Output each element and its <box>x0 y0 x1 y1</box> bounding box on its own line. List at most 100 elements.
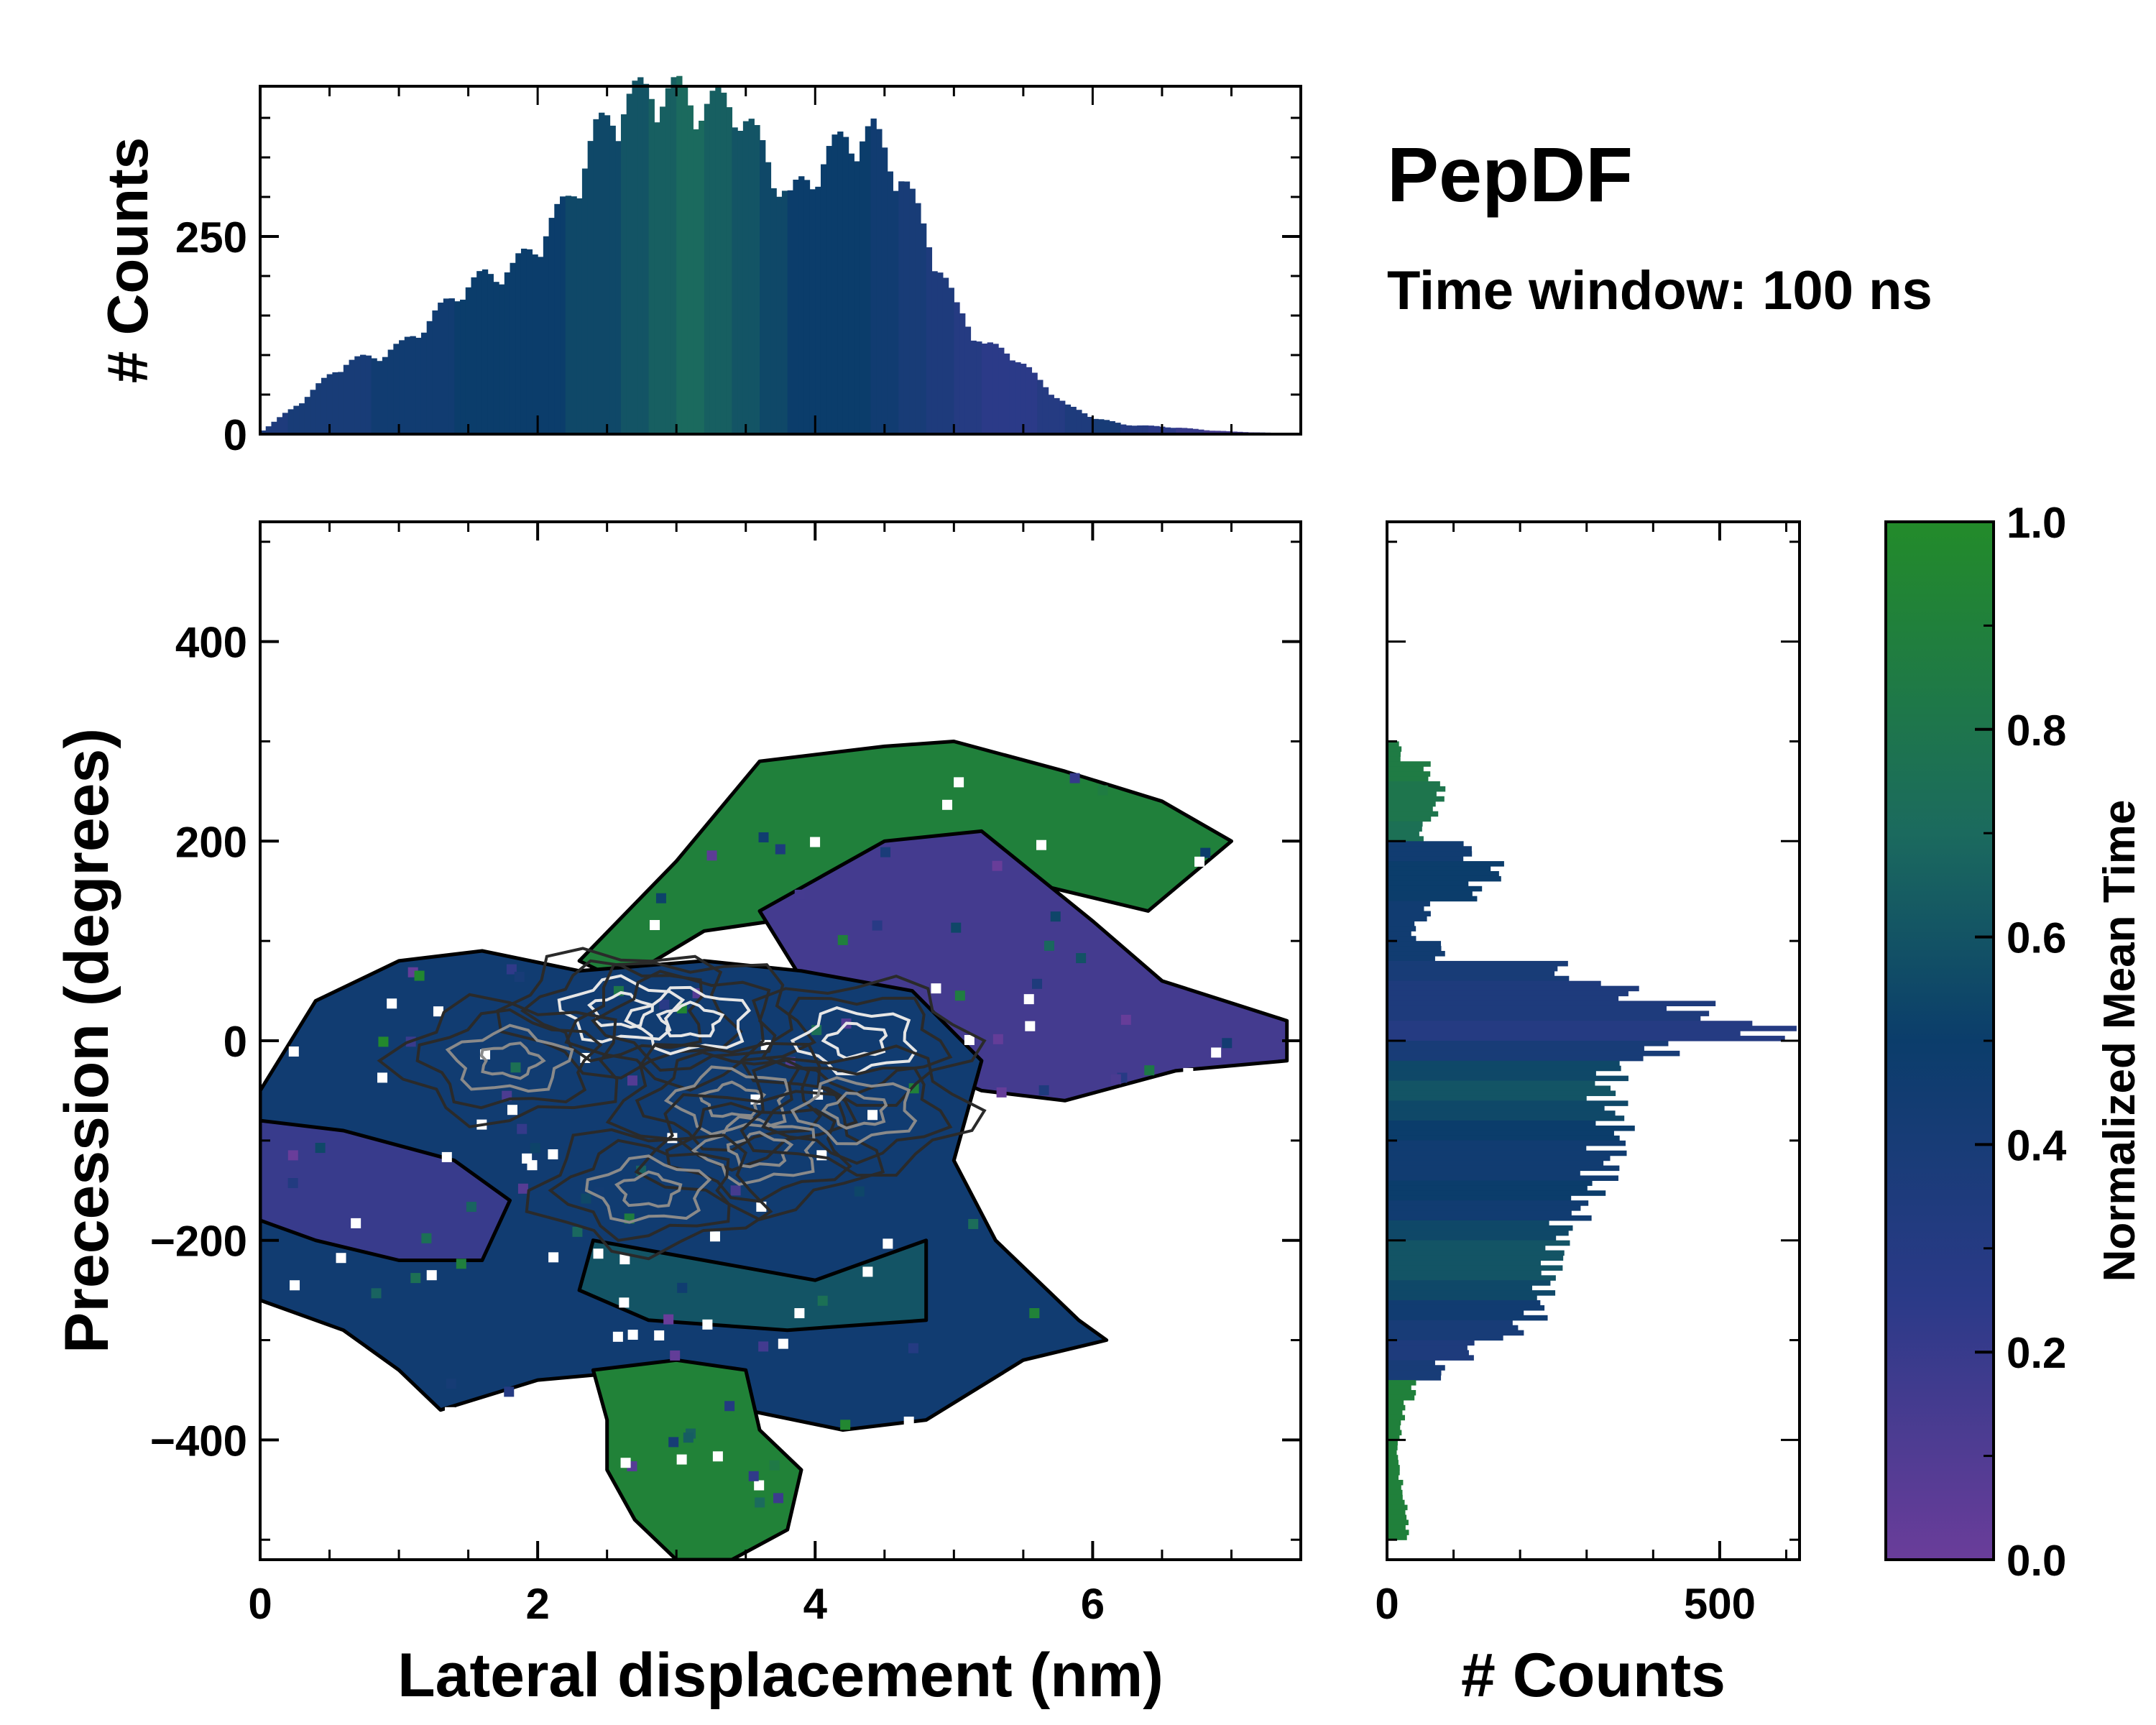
top-bar <box>1015 362 1021 434</box>
top-bar <box>720 92 727 434</box>
right-bar <box>1387 1310 1524 1316</box>
top-bar <box>942 277 949 434</box>
top-bar <box>1026 367 1033 434</box>
right-bar <box>1387 1484 1401 1491</box>
top-bar <box>271 421 277 434</box>
right-bar <box>1387 1360 1435 1366</box>
top-bar <box>581 168 589 435</box>
right-xtick-label: 500 <box>1684 1580 1756 1628</box>
right-bar <box>1387 1145 1587 1151</box>
empty-bin <box>1023 994 1034 1005</box>
heatmap-cell <box>510 1062 521 1073</box>
right-bar <box>1387 975 1570 982</box>
top-bar <box>599 112 605 434</box>
heatmap-cell <box>755 1497 765 1508</box>
heatmap-cell <box>992 1034 1003 1044</box>
heatmap-cell <box>817 1295 828 1306</box>
right-bar <box>1387 1105 1605 1111</box>
heatmap-cell <box>996 1087 1007 1098</box>
right-bar <box>1387 1394 1415 1401</box>
right-bar <box>1387 756 1401 762</box>
right-bar <box>1387 1090 1616 1096</box>
heatmap-cell <box>837 934 848 945</box>
right-bar <box>1387 1095 1587 1101</box>
top-bar <box>648 98 655 435</box>
empty-bin <box>862 1266 873 1277</box>
top-bar <box>532 254 538 434</box>
right-bar <box>1387 896 1478 902</box>
empty-bin <box>620 1458 631 1468</box>
empty-bin <box>593 1248 604 1259</box>
right-bar <box>1387 1340 1475 1346</box>
empty-bin <box>931 983 941 994</box>
right-bar <box>1387 1389 1416 1396</box>
top-bar <box>587 141 594 434</box>
top-bar <box>1037 380 1044 434</box>
right-bar <box>1387 1315 1548 1321</box>
top-bar <box>604 115 611 434</box>
top-bar <box>493 282 499 434</box>
heatmap-cell <box>371 1288 382 1299</box>
heatmap-cell <box>670 1350 681 1361</box>
right-bar <box>1387 801 1436 807</box>
top-bar <box>915 203 921 434</box>
density-contour <box>698 1080 767 1118</box>
right-bar <box>1387 970 1555 977</box>
right-bar <box>1387 1031 1741 1036</box>
heatmap-cell <box>1097 785 1108 796</box>
colorbar-tick-label: 0.0 <box>2007 1537 2066 1585</box>
right-bar <box>1387 806 1433 812</box>
heatmap-cell <box>773 1493 783 1504</box>
top-bar <box>854 161 860 434</box>
right-bar <box>1387 926 1416 932</box>
top-bar <box>1087 417 1093 434</box>
top-bar <box>310 390 316 434</box>
density-contour <box>624 985 752 1056</box>
right-bar <box>1387 1275 1556 1281</box>
heatmap-cell <box>1110 1074 1121 1085</box>
top-bar <box>654 122 660 435</box>
right-bar <box>1387 1220 1549 1226</box>
top-bar <box>642 83 650 434</box>
top-histogram-ylabel: # Counts <box>96 137 160 383</box>
colorbar-label: Normalized Mean Time <box>2095 800 2145 1282</box>
heatmap-cell <box>1120 1014 1131 1025</box>
heatmap-cell <box>748 1471 759 1481</box>
top-bar <box>1198 429 1204 434</box>
heatmap-cell <box>378 1036 389 1047</box>
density-contour <box>377 993 619 1128</box>
right-bar <box>1387 1205 1581 1211</box>
right-bar <box>1387 1380 1416 1386</box>
right-bar <box>1387 931 1411 937</box>
right-bar <box>1387 1450 1397 1455</box>
heatmap-cell <box>1222 1038 1233 1049</box>
right-bar <box>1387 1255 1564 1261</box>
empty-bin <box>627 1329 638 1340</box>
right-bar <box>1387 796 1445 802</box>
density-contour <box>821 1091 888 1130</box>
top-bar <box>870 118 877 435</box>
heatmap-cell <box>504 1386 515 1397</box>
right-bar <box>1387 1499 1405 1506</box>
top-bar <box>626 93 633 434</box>
right-bar <box>1387 781 1440 787</box>
empty-bin <box>654 1330 665 1341</box>
right-bar <box>1387 886 1483 892</box>
top-bar <box>787 190 793 434</box>
density-contour <box>415 1008 603 1110</box>
top-bar <box>726 107 733 435</box>
top-bar <box>831 134 838 434</box>
density-contour <box>790 1006 918 1076</box>
top-bar <box>1009 360 1015 434</box>
top-bar <box>504 272 511 434</box>
empty-bin <box>377 1072 388 1083</box>
top-bar <box>1098 419 1105 434</box>
chart-subtitle: Time window: 100 ns <box>1387 260 1932 321</box>
heatmap-cell <box>1076 953 1087 964</box>
empty-bin <box>810 837 821 847</box>
right-bar <box>1387 1435 1400 1440</box>
top-bar <box>1092 418 1099 434</box>
density-contour <box>740 1044 987 1177</box>
top-histogram-ticks: 0 250 <box>175 86 1302 459</box>
right-bar <box>1387 1425 1401 1431</box>
